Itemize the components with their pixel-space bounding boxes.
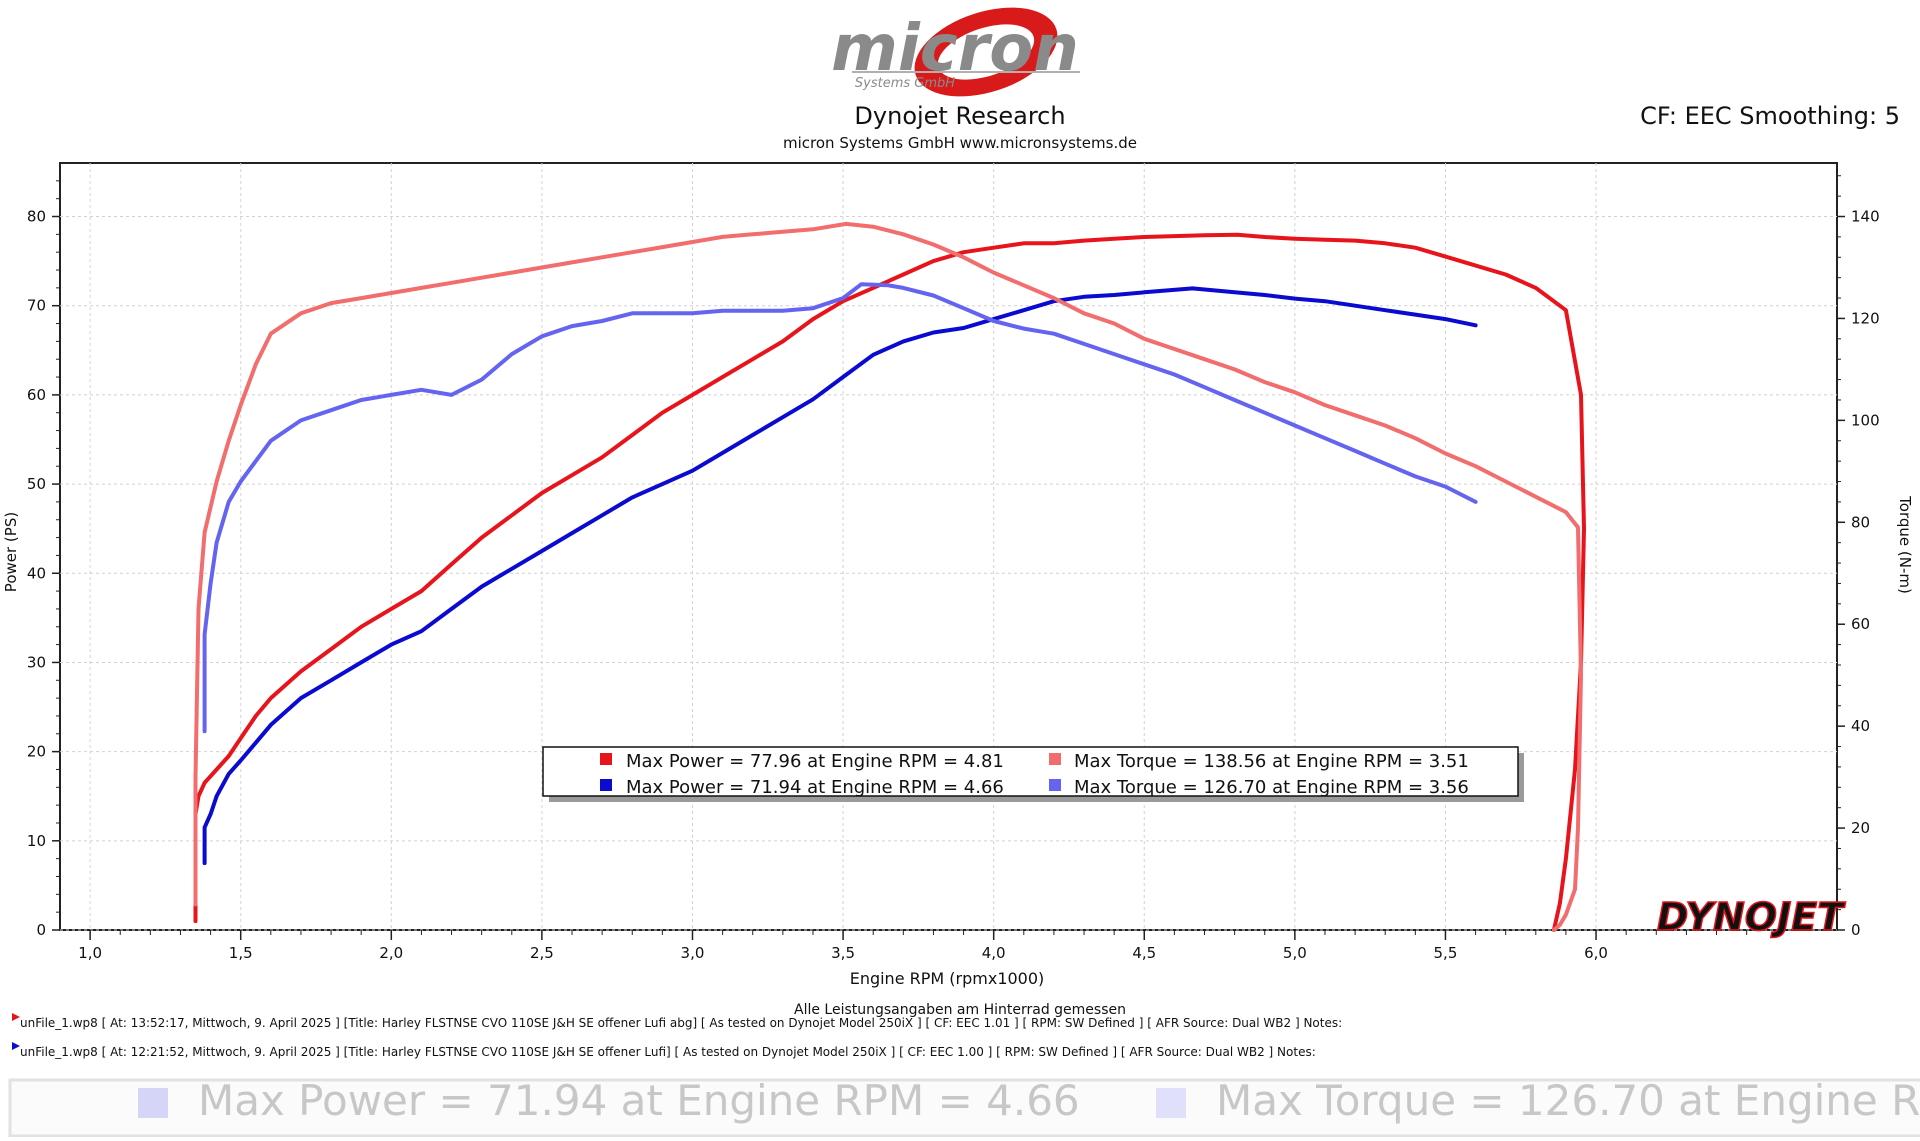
- legend-swatch-run2-torque: [1049, 779, 1061, 791]
- x-tick-label: 3,5: [831, 944, 855, 962]
- series-group: [193, 221, 1586, 932]
- series-run2-power-line: [202, 286, 1478, 866]
- run2-marker: [12, 1042, 20, 1050]
- x-tick-label: 4,5: [1132, 944, 1156, 962]
- footnote: Alle Leistungsangaben am Hinterrad gemes…: [794, 1002, 1126, 1018]
- axes: 1,0 1,5 2,0 2,5 3,0 3,5 4,0 4,5 5,0 5,5 6,0 0 10 20 30…: [27, 175, 1880, 962]
- logo-subtitle: Systems GmbH: [855, 76, 955, 91]
- x-tick-label: 6,0: [1584, 944, 1608, 962]
- y-right-tick-label: 100: [1851, 411, 1880, 429]
- x-tick-label: 2,5: [530, 944, 554, 962]
- y-left-tick-label: 50: [27, 475, 46, 493]
- y-left-tick-label: 20: [27, 743, 46, 761]
- run2-info: unFile_1.wp8 [ At: 12:21:52, Mittwoch, 9…: [20, 1045, 1316, 1059]
- zoom-power-text: Max Power = 71.94 at Engine RPM = 4.66: [198, 1076, 1080, 1125]
- y-left-tick-label: 30: [27, 653, 46, 671]
- legend: Max Power = 77.96 at Engine RPM = 4.81 M…: [542, 746, 1524, 802]
- zoomed-legend-strip: Max Power = 71.94 at Engine RPM = 4.66 M…: [8, 1076, 1920, 1138]
- correction-factor-label: CF: EEC Smoothing: 5: [1640, 102, 1900, 130]
- y-left-tick-label: 0: [36, 921, 46, 939]
- y-left-tick-label: 60: [27, 386, 46, 404]
- logo-word: micron: [831, 12, 1079, 86]
- x-tick-label: 1,0: [78, 944, 102, 962]
- dynojet-watermark: DYNOJET: [1657, 895, 1846, 939]
- y-left-tick-label: 80: [27, 208, 46, 226]
- series-run1-power-line: [193, 232, 1586, 932]
- y-right-tick-label: 120: [1851, 309, 1880, 327]
- series-run1-torque-line: [193, 221, 1583, 932]
- y-right-tick-label: 0: [1851, 921, 1861, 939]
- series-run2-torque-line: [202, 282, 1478, 734]
- x-tick-label: 3,0: [681, 944, 705, 962]
- y-right-tick-label: 40: [1851, 717, 1870, 735]
- run1-info: unFile_1.wp8 [ At: 13:52:17, Mittwoch, 9…: [20, 1016, 1342, 1030]
- legend-run1-power: Max Power = 77.96 at Engine RPM = 4.81: [626, 751, 1004, 772]
- x-tick-label: 1,5: [229, 944, 253, 962]
- y-right-tick-label: 60: [1851, 615, 1870, 633]
- x-tick-label: 5,0: [1283, 944, 1307, 962]
- y-right-tick-label: 140: [1851, 208, 1880, 226]
- zoom-strip-box: [8, 1078, 1920, 1138]
- y-right-tick-label: 80: [1851, 513, 1870, 531]
- y-axis-right-label: Torque (N-m): [1896, 495, 1914, 594]
- y-left-tick-label: 10: [27, 832, 46, 850]
- legend-swatch-run1-power: [600, 753, 612, 765]
- micron-logo: micron Systems GmbH: [831, 7, 1080, 97]
- legend-box: [542, 746, 1519, 797]
- y-left-tick-label: 70: [27, 297, 46, 315]
- logo-underline: [852, 71, 1080, 73]
- logo-ring-hole: [937, 24, 1035, 80]
- legend-run1-torque: Max Torque = 138.56 at Engine RPM = 3.51: [1074, 751, 1469, 772]
- x-tick-label: 4,0: [982, 944, 1006, 962]
- legend-swatch-run2-power: [600, 779, 612, 791]
- x-tick-label: 2,0: [379, 944, 403, 962]
- x-axis-label: Engine RPM (rpmx1000): [850, 969, 1045, 988]
- zoom-swatch-torque: [1156, 1088, 1186, 1118]
- legend-run2-power: Max Power = 71.94 at Engine RPM = 4.66: [626, 777, 1004, 798]
- y-axis-left-label: Power (PS): [2, 512, 20, 592]
- y-left-tick-label: 40: [27, 564, 46, 582]
- chart-title: Dynojet Research: [854, 102, 1065, 130]
- run1-marker: [12, 1013, 20, 1021]
- legend-run2-torque: Max Torque = 126.70 at Engine RPM = 3.56: [1074, 777, 1469, 798]
- chart-subtitle: micron Systems GmbH www.micronsystems.de: [783, 134, 1137, 152]
- zoom-swatch-power: [138, 1088, 168, 1118]
- zoom-torque-text: Max Torque = 126.70 at Engine R: [1216, 1076, 1920, 1125]
- x-tick-label: 5,5: [1434, 944, 1458, 962]
- legend-swatch-run1-torque: [1049, 753, 1061, 765]
- y-right-tick-label: 20: [1851, 819, 1870, 837]
